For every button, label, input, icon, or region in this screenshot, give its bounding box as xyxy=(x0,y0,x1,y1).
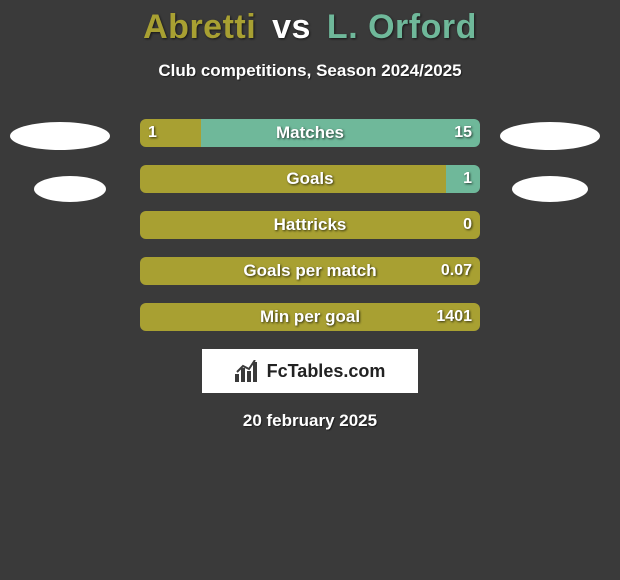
stat-bar-left xyxy=(140,119,201,147)
stat-row: Min per goal1401 xyxy=(0,303,620,331)
fctables-logo[interactable]: FcTables.com xyxy=(202,349,418,393)
decorative-ellipse xyxy=(500,122,600,150)
stat-bar xyxy=(140,119,480,147)
bars-chart-icon xyxy=(235,360,261,382)
subtitle: Club competitions, Season 2024/2025 xyxy=(0,61,620,81)
stat-bar-left xyxy=(140,165,446,193)
stat-bar-left xyxy=(140,303,480,331)
player1-name: Abretti xyxy=(143,8,256,46)
stat-bar xyxy=(140,303,480,331)
stat-row: Hattricks0 xyxy=(0,211,620,239)
comparison-title: Abretti vs L. Orford xyxy=(0,0,620,47)
stat-bar xyxy=(140,257,480,285)
stat-bar xyxy=(140,165,480,193)
stats-container: Matches151Goals1Hattricks0Goals per matc… xyxy=(0,119,620,331)
date-text: 20 february 2025 xyxy=(0,411,620,431)
logo-text: FcTables.com xyxy=(267,361,386,382)
stat-bar-right xyxy=(446,165,480,193)
decorative-ellipse xyxy=(512,176,588,202)
stat-bar-right xyxy=(201,119,480,147)
vs-text: vs xyxy=(272,8,311,46)
stat-bar xyxy=(140,211,480,239)
player2-name: L. Orford xyxy=(327,8,477,46)
stat-bar-left xyxy=(140,211,480,239)
decorative-ellipse xyxy=(34,176,106,202)
stat-bar-left xyxy=(140,257,480,285)
stat-row: Goals per match0.07 xyxy=(0,257,620,285)
decorative-ellipse xyxy=(10,122,110,150)
